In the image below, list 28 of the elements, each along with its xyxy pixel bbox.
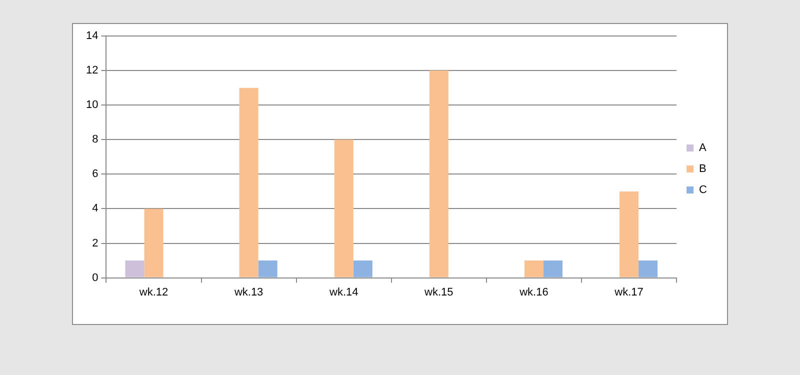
bar	[524, 260, 544, 278]
bar	[239, 88, 258, 278]
bar	[353, 260, 372, 278]
bar	[125, 260, 144, 278]
bar	[429, 70, 448, 278]
x-tick-label: wk.17	[614, 286, 644, 298]
x-tick-label: wk.14	[328, 286, 358, 298]
bar	[543, 260, 562, 278]
y-tick-label: 8	[92, 134, 98, 146]
bar	[334, 140, 354, 278]
x-tick-label: wk.15	[424, 286, 454, 298]
legend-label: C	[699, 184, 708, 196]
bar	[144, 208, 164, 278]
legend-label: B	[699, 163, 706, 176]
y-tick-label: 4	[92, 202, 98, 215]
y-tick-label: 12	[86, 64, 98, 77]
bar	[620, 191, 639, 278]
y-tick-label: 2	[92, 237, 98, 250]
x-tick-label: wk.16	[518, 286, 548, 298]
y-tick-label: 0	[92, 272, 98, 284]
x-tick-label: wk.13	[233, 286, 264, 298]
legend-label: A	[699, 142, 708, 154]
y-tick-label: 6	[92, 168, 98, 180]
bar	[638, 260, 658, 278]
y-tick-label: 14	[86, 30, 98, 42]
y-tick-label: 10	[86, 99, 98, 112]
x-tick-label: wk.12	[138, 286, 168, 298]
bar	[258, 260, 278, 278]
